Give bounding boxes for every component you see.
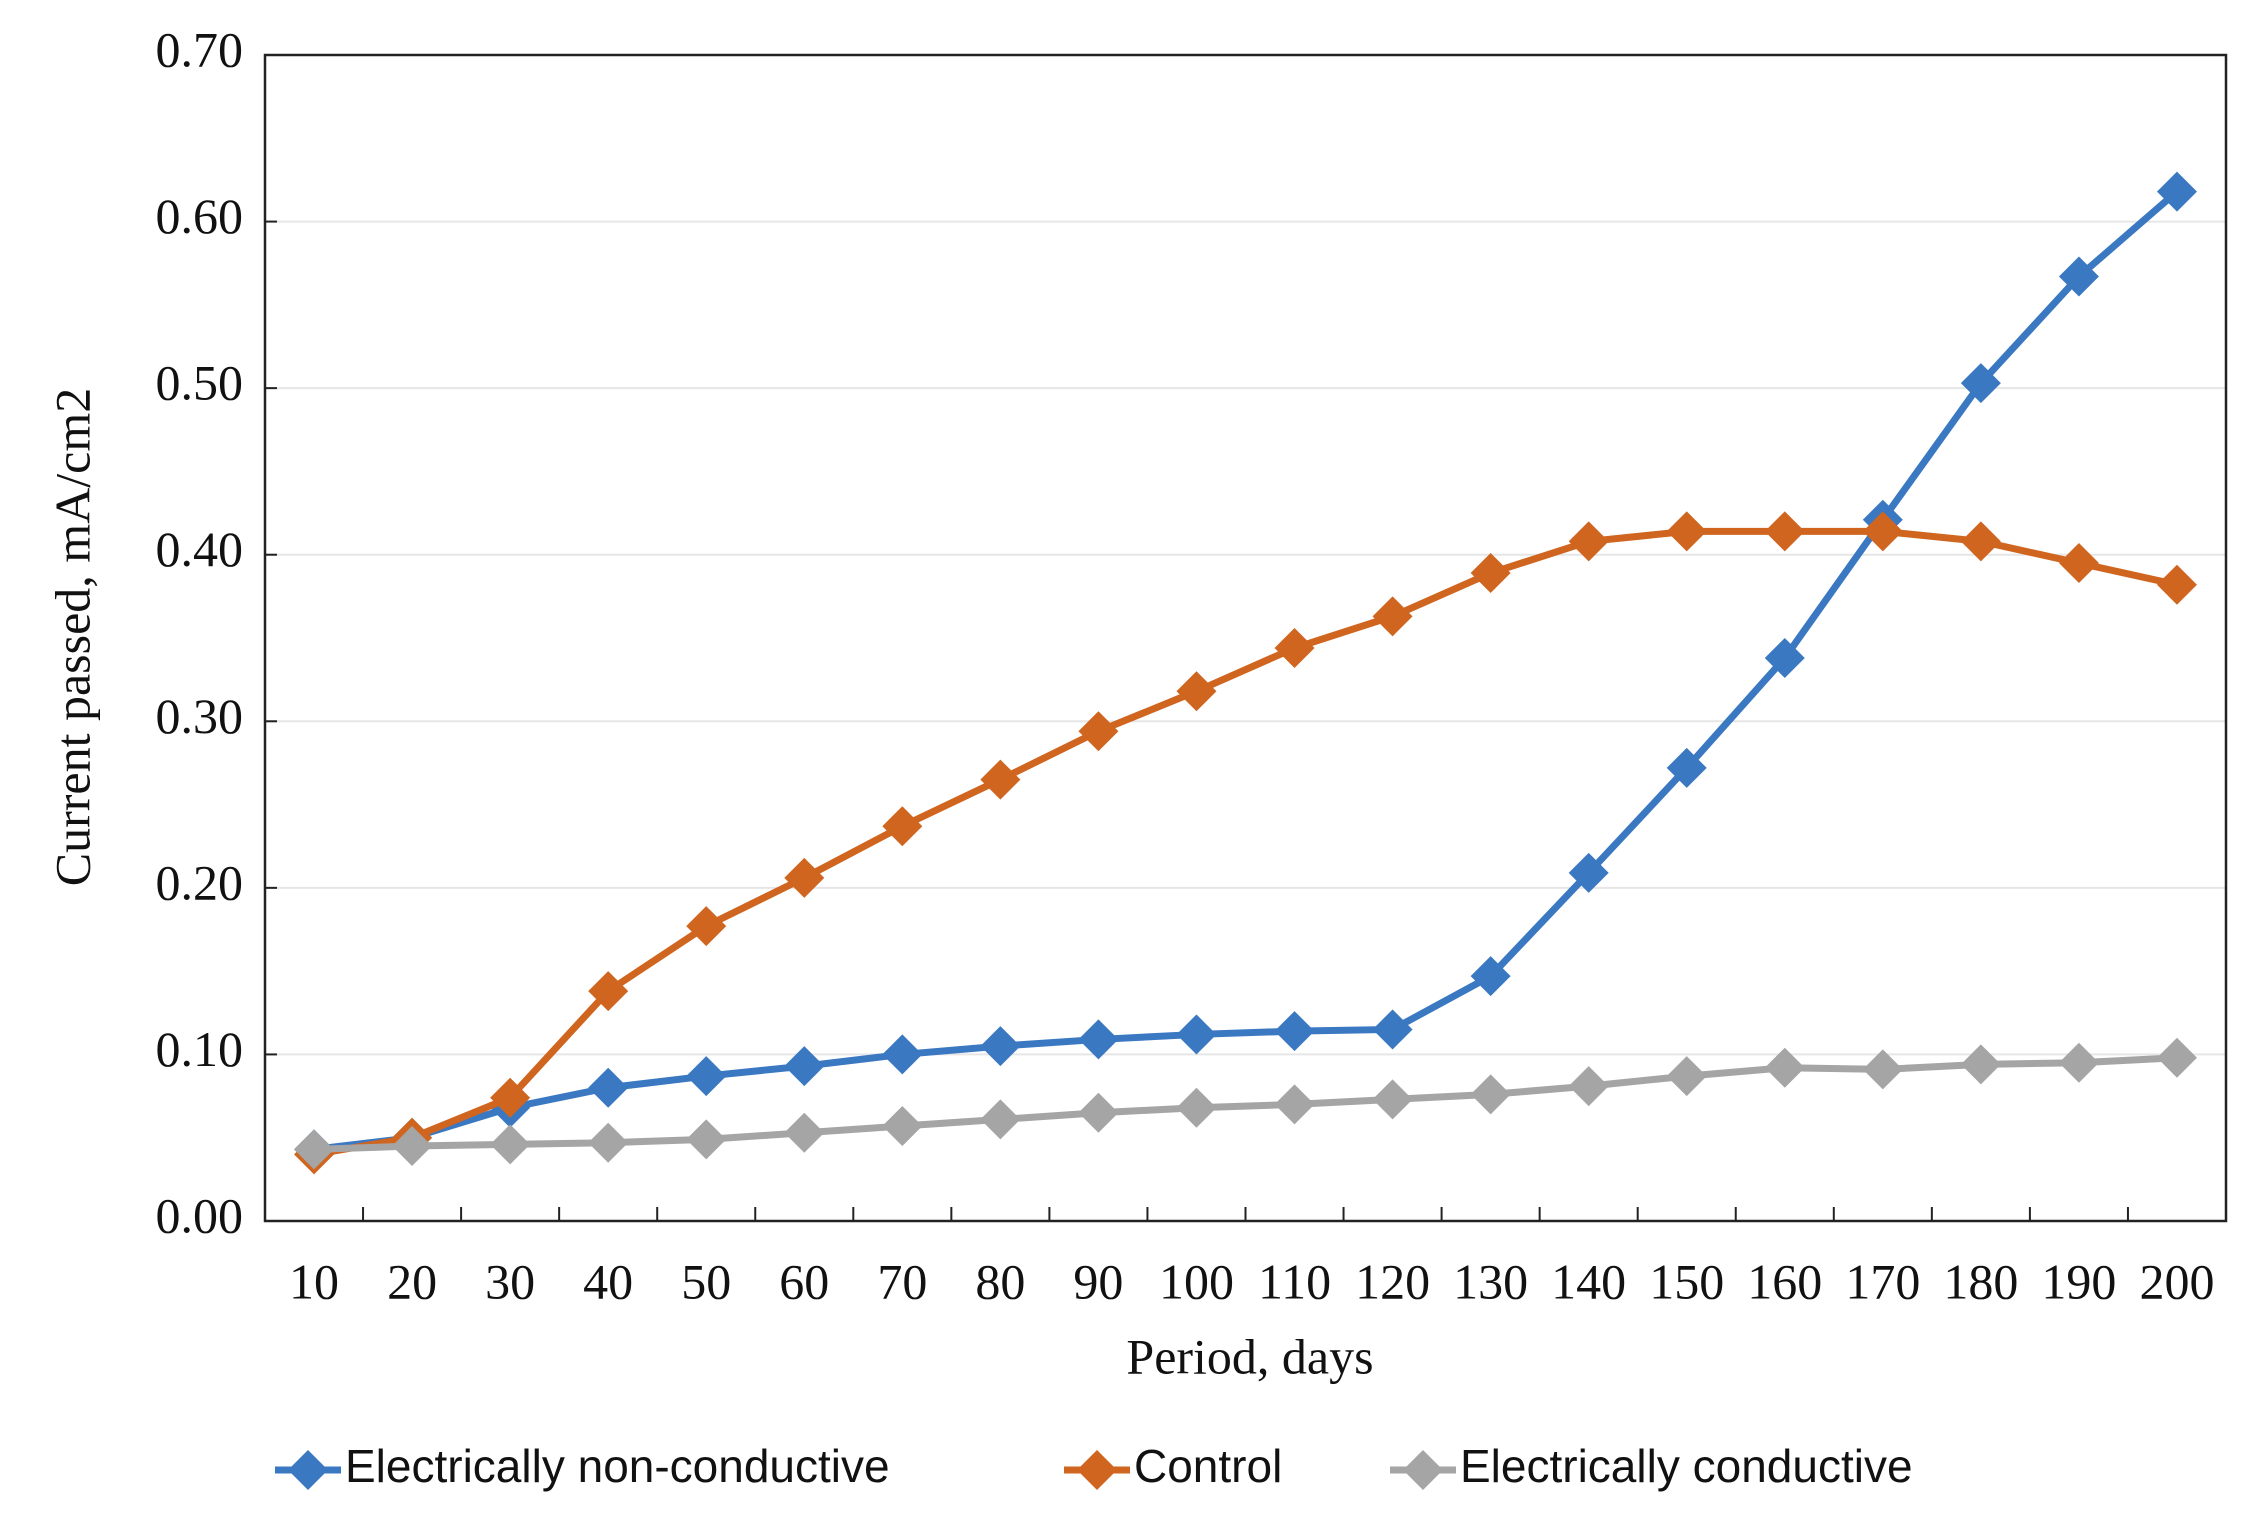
data-point	[1862, 1049, 1903, 1090]
data-point	[1960, 521, 2001, 562]
data-point	[1862, 511, 1903, 552]
data-point	[784, 1046, 825, 1087]
data-point	[392, 1126, 433, 1167]
legend-marker	[1403, 1450, 1443, 1490]
data-point	[980, 759, 1021, 800]
data-point	[490, 1124, 531, 1165]
x-tick-label: 40	[583, 1253, 633, 1309]
data-point	[1176, 1014, 1217, 1055]
data-point	[588, 1122, 629, 1163]
legend-label: Electrically non-conductive	[345, 1440, 890, 1492]
data-point	[1078, 1092, 1119, 1133]
data-point	[1176, 1087, 1217, 1128]
data-point	[882, 1106, 923, 1147]
x-tick-label: 50	[681, 1253, 731, 1309]
x-tick-label: 180	[1943, 1253, 2018, 1309]
data-point	[1274, 1084, 1315, 1125]
data-point	[784, 1112, 825, 1153]
legend-marker	[288, 1450, 328, 1490]
y-tick-label: 0.30	[156, 688, 244, 744]
y-tick-label: 0.20	[156, 854, 244, 910]
x-tick-label: 200	[2139, 1253, 2214, 1309]
data-point	[1372, 1009, 1413, 1050]
data-point	[980, 1026, 1021, 1067]
x-tick-label: 90	[1073, 1253, 1123, 1309]
data-point	[1568, 1066, 1609, 1107]
data-point	[1078, 711, 1119, 752]
data-point	[1666, 1056, 1707, 1097]
data-point	[490, 1077, 531, 1118]
data-point	[2058, 1042, 2099, 1083]
data-point	[1470, 1074, 1511, 1115]
data-point	[686, 1119, 727, 1160]
legend-label: Control	[1134, 1440, 1282, 1492]
data-point	[1568, 852, 1609, 893]
data-point	[784, 857, 825, 898]
x-tick-label: 30	[485, 1253, 535, 1309]
data-point	[588, 971, 629, 1012]
x-tick-label: 130	[1453, 1253, 1528, 1309]
legend-label: Electrically conductive	[1460, 1440, 1913, 1492]
data-point	[2156, 564, 2197, 605]
data-point	[1274, 627, 1315, 668]
data-point	[1764, 637, 1805, 678]
data-point	[980, 1099, 1021, 1140]
data-point	[1372, 1079, 1413, 1120]
x-tick-label: 70	[877, 1253, 927, 1309]
data-point	[1960, 1044, 2001, 1085]
data-point	[1372, 596, 1413, 637]
data-point	[1666, 747, 1707, 788]
data-point	[882, 1034, 923, 1075]
y-tick-label: 0.10	[156, 1021, 244, 1077]
y-axis-title: Current passed, mA/cm2	[44, 388, 100, 887]
y-tick-label: 0.50	[156, 355, 244, 411]
data-point	[1470, 553, 1511, 594]
data-point	[1568, 521, 1609, 562]
y-tick-label: 0.70	[156, 21, 244, 77]
data-point	[2058, 543, 2099, 584]
x-tick-label: 20	[387, 1253, 437, 1309]
x-tick-label: 80	[975, 1253, 1025, 1309]
data-point	[2156, 1037, 2197, 1078]
data-point	[882, 806, 923, 847]
data-point	[588, 1067, 629, 1108]
y-tick-label: 0.40	[156, 521, 244, 577]
data-point	[294, 1129, 335, 1170]
x-tick-label: 60	[779, 1253, 829, 1309]
data-point	[1274, 1011, 1315, 1052]
x-tick-label: 100	[1159, 1253, 1234, 1309]
data-point	[1666, 511, 1707, 552]
x-tick-label: 120	[1355, 1253, 1430, 1309]
x-tick-label: 110	[1258, 1253, 1331, 1309]
data-point	[1470, 956, 1511, 997]
data-point	[1960, 363, 2001, 404]
data-point	[686, 906, 727, 947]
series-line	[313, 527, 2178, 1158]
y-tick-label: 0.60	[156, 188, 244, 244]
data-point	[1078, 1019, 1119, 1060]
data-point	[2156, 171, 2197, 212]
data-point	[1764, 511, 1805, 552]
x-axis-title: Period, days	[1126, 1328, 1373, 1384]
x-tick-label: 140	[1551, 1253, 1626, 1309]
data-point	[2058, 256, 2099, 297]
legend-marker	[1077, 1450, 1117, 1490]
data-point	[1176, 671, 1217, 712]
x-tick-label: 160	[1747, 1253, 1822, 1309]
data-point	[686, 1056, 727, 1097]
x-tick-label: 170	[1845, 1253, 1920, 1309]
x-tick-label: 10	[289, 1253, 339, 1309]
data-point	[1764, 1047, 1805, 1088]
x-tick-label: 190	[2041, 1253, 2116, 1309]
x-tick-label: 150	[1649, 1253, 1724, 1309]
y-tick-label: 0.00	[156, 1187, 244, 1243]
